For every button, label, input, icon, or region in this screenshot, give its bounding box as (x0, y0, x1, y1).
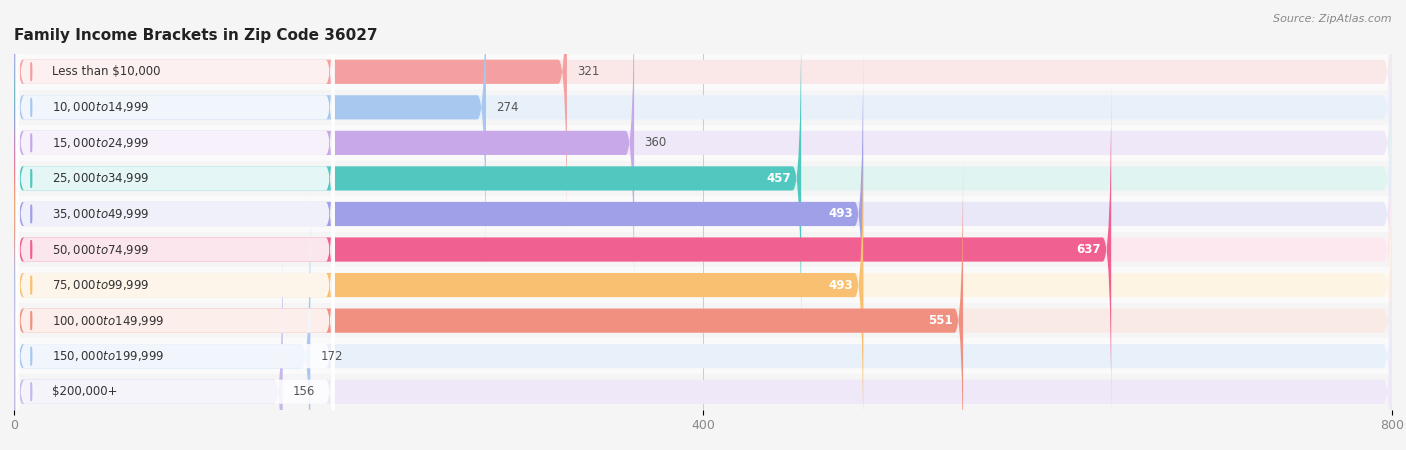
Text: 551: 551 (928, 314, 953, 327)
Text: $10,000 to $14,999: $10,000 to $14,999 (52, 100, 149, 114)
FancyBboxPatch shape (14, 119, 863, 450)
Text: 274: 274 (496, 101, 519, 114)
FancyBboxPatch shape (14, 125, 1392, 161)
Text: 172: 172 (321, 350, 343, 363)
FancyBboxPatch shape (14, 226, 1392, 450)
FancyBboxPatch shape (14, 190, 1392, 450)
FancyBboxPatch shape (14, 48, 863, 380)
Text: 493: 493 (828, 279, 853, 292)
FancyBboxPatch shape (14, 267, 1392, 303)
FancyBboxPatch shape (14, 374, 1392, 410)
Text: $15,000 to $24,999: $15,000 to $24,999 (52, 136, 149, 150)
FancyBboxPatch shape (14, 196, 1392, 232)
Text: $50,000 to $74,999: $50,000 to $74,999 (52, 243, 149, 256)
FancyBboxPatch shape (15, 13, 335, 344)
Text: Family Income Brackets in Zip Code 36027: Family Income Brackets in Zip Code 36027 (14, 28, 378, 43)
Text: $25,000 to $34,999: $25,000 to $34,999 (52, 171, 149, 185)
FancyBboxPatch shape (14, 48, 1392, 380)
Text: 493: 493 (828, 207, 853, 220)
FancyBboxPatch shape (14, 155, 1392, 450)
FancyBboxPatch shape (14, 0, 1392, 309)
FancyBboxPatch shape (15, 119, 335, 450)
Text: Source: ZipAtlas.com: Source: ZipAtlas.com (1274, 14, 1392, 23)
FancyBboxPatch shape (14, 84, 1392, 415)
FancyBboxPatch shape (14, 90, 1392, 125)
FancyBboxPatch shape (15, 48, 335, 380)
FancyBboxPatch shape (15, 226, 335, 450)
FancyBboxPatch shape (14, 0, 486, 273)
Text: Less than $10,000: Less than $10,000 (52, 65, 160, 78)
Text: 360: 360 (644, 136, 666, 149)
Text: 457: 457 (766, 172, 790, 185)
Text: $100,000 to $149,999: $100,000 to $149,999 (52, 314, 165, 328)
Text: $75,000 to $99,999: $75,000 to $99,999 (52, 278, 149, 292)
FancyBboxPatch shape (14, 0, 1392, 238)
FancyBboxPatch shape (14, 0, 1392, 273)
FancyBboxPatch shape (14, 13, 801, 344)
FancyBboxPatch shape (15, 84, 335, 415)
FancyBboxPatch shape (15, 0, 335, 238)
FancyBboxPatch shape (14, 226, 283, 450)
FancyBboxPatch shape (14, 84, 1111, 415)
FancyBboxPatch shape (14, 232, 1392, 267)
Text: 156: 156 (292, 385, 315, 398)
Text: $35,000 to $49,999: $35,000 to $49,999 (52, 207, 149, 221)
FancyBboxPatch shape (14, 54, 1392, 90)
FancyBboxPatch shape (15, 0, 335, 273)
FancyBboxPatch shape (14, 0, 634, 309)
FancyBboxPatch shape (14, 338, 1392, 374)
FancyBboxPatch shape (15, 190, 335, 450)
FancyBboxPatch shape (14, 13, 1392, 344)
Text: 637: 637 (1077, 243, 1101, 256)
FancyBboxPatch shape (15, 0, 335, 309)
FancyBboxPatch shape (14, 0, 567, 238)
FancyBboxPatch shape (14, 161, 1392, 196)
FancyBboxPatch shape (14, 303, 1392, 338)
FancyBboxPatch shape (14, 155, 963, 450)
Text: $200,000+: $200,000+ (52, 385, 118, 398)
FancyBboxPatch shape (14, 190, 311, 450)
FancyBboxPatch shape (14, 119, 1392, 450)
Text: $150,000 to $199,999: $150,000 to $199,999 (52, 349, 165, 363)
Text: 321: 321 (578, 65, 599, 78)
FancyBboxPatch shape (15, 155, 335, 450)
